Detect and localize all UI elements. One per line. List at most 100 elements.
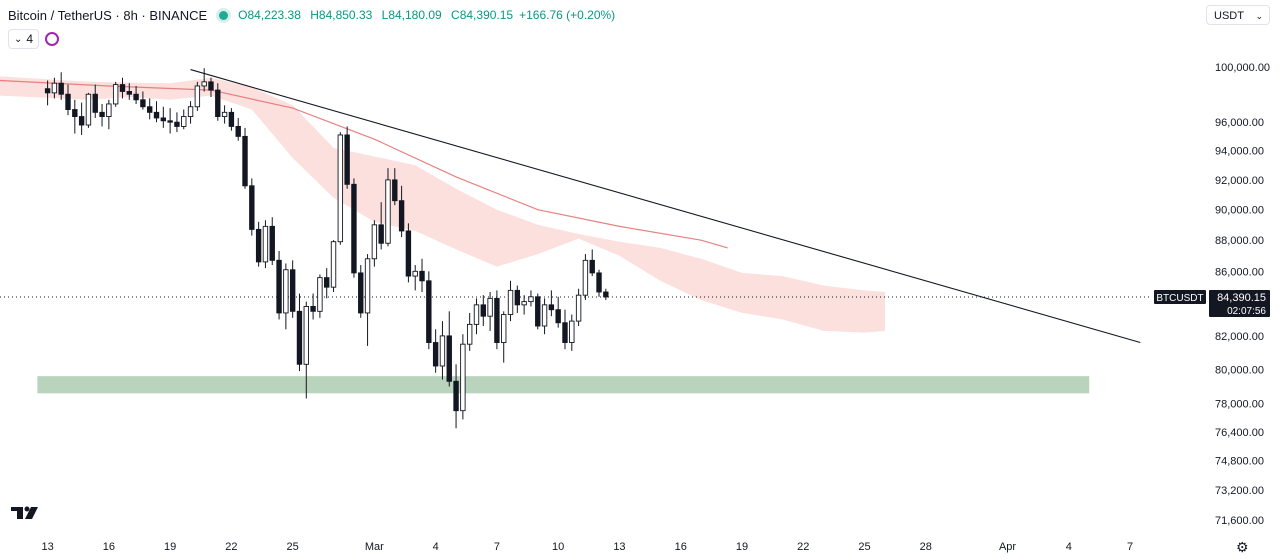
candle-body-down — [514, 289, 521, 306]
candle-body-up — [181, 116, 187, 127]
currency-selector[interactable]: USDT ⌄ — [1206, 5, 1270, 25]
candle — [453, 364, 459, 429]
candle — [242, 127, 248, 189]
symbol-title[interactable]: Bitcoin / TetherUS · 8h · BINANCE — [8, 7, 208, 23]
candle — [575, 288, 582, 327]
candle-body-down — [119, 84, 126, 92]
x-tick-label: 16 — [103, 541, 115, 553]
symbol-header[interactable]: Bitcoin / TetherUS · 8h · BINANCE O84,22… — [8, 6, 615, 24]
x-tick-label: 19 — [164, 541, 176, 553]
candle — [324, 268, 330, 299]
candle — [140, 91, 146, 110]
candle — [85, 92, 92, 128]
candle — [398, 185, 405, 238]
y-tick-label: 90,000.00 — [1215, 205, 1264, 217]
market-status-icon — [219, 10, 229, 20]
candle-body-up — [575, 294, 582, 322]
x-tick-label: 22 — [225, 541, 237, 553]
tradingview-logo-icon[interactable] — [11, 505, 41, 521]
candle — [562, 309, 568, 350]
candle — [460, 334, 466, 420]
x-tick-label: 22 — [797, 541, 809, 553]
candle — [494, 290, 500, 350]
candle-body-down — [276, 259, 282, 314]
candle — [385, 168, 391, 247]
y-tick-label: 96,000.00 — [1215, 117, 1264, 129]
candle-body-down — [324, 277, 330, 288]
x-tick-label: 13 — [613, 541, 625, 553]
candle-body-down — [596, 272, 602, 293]
candle-body-down — [249, 185, 255, 230]
settings-gear-icon[interactable]: ⚙ — [1236, 539, 1249, 555]
trendline-layer[interactable] — [190, 69, 1141, 344]
candle-body-down — [296, 310, 303, 365]
candle-body-up — [112, 84, 119, 105]
y-tick-label: 78,000.00 — [1215, 399, 1264, 411]
candle — [555, 296, 561, 328]
candle-body-down — [147, 106, 153, 113]
candle — [541, 298, 548, 335]
time-axis[interactable]: 13 16 19 22 25 Mar 4 7 10 13 16 19 22 25 28 Apr 4 7 — [41, 541, 1133, 553]
candle — [167, 108, 173, 134]
candle — [65, 84, 71, 116]
candle-body-up — [385, 179, 391, 244]
candle-body-down — [426, 280, 432, 343]
y-tick-label: 92,000.00 — [1215, 175, 1264, 187]
candle-body-up — [85, 93, 92, 126]
candle-body-up — [51, 82, 58, 94]
indicator-toggle-button[interactable]: ⌄ 4 — [8, 29, 40, 49]
candle — [262, 220, 269, 269]
candle — [344, 126, 350, 189]
y-tick-label: 74,800.00 — [1215, 455, 1264, 467]
candle-body-down — [358, 272, 364, 314]
candle-body-down — [289, 269, 296, 312]
candle-body-up — [194, 85, 201, 108]
candle-body-up — [412, 270, 418, 277]
candle — [153, 101, 160, 123]
x-tick-label: 13 — [41, 541, 53, 553]
candle — [106, 99, 112, 130]
sync-indicator-icon[interactable] — [45, 32, 60, 46]
indicator-toolbar: ⌄ 4 — [8, 29, 60, 49]
candle-body-down — [208, 81, 214, 91]
currency-label: USDT — [1214, 10, 1244, 22]
candle — [160, 106, 167, 128]
candle-body-up — [221, 111, 228, 118]
candle — [337, 132, 344, 245]
candle-body-up — [439, 335, 446, 367]
candle-body-down — [562, 322, 568, 343]
candle — [358, 265, 364, 318]
candle — [44, 80, 51, 106]
candle — [371, 220, 378, 267]
price-axis[interactable]: 100,000.00 96,000.00 94,000.00 92,000.00 90,… — [1215, 62, 1270, 527]
candle — [303, 301, 309, 399]
candle-body-up — [541, 304, 548, 327]
candle-body-down — [392, 179, 398, 202]
candle — [58, 72, 64, 100]
x-tick-label: Apr — [999, 541, 1016, 553]
candle — [548, 290, 555, 317]
candle — [133, 85, 139, 104]
y-tick-label: 86,000.00 — [1215, 266, 1264, 278]
candle-body-down — [99, 111, 105, 118]
y-tick-label: 88,000.00 — [1215, 235, 1264, 247]
candle — [235, 117, 241, 141]
candle — [392, 168, 398, 206]
candle — [289, 260, 296, 318]
candle — [119, 77, 126, 99]
candle-body-up — [501, 314, 507, 343]
candle — [317, 274, 323, 318]
candle — [215, 83, 221, 121]
open-value: O84,223.38 — [238, 8, 301, 22]
candle-body-down — [140, 99, 146, 108]
candle — [269, 217, 275, 266]
price-label-value: 84,390.15 — [1217, 292, 1266, 304]
candle-body-up — [487, 297, 493, 317]
candle-body-down — [494, 297, 500, 343]
y-tick-label: 73,200.00 — [1215, 485, 1264, 497]
x-tick-label: 4 — [433, 541, 439, 553]
candle — [589, 249, 595, 277]
candle-body-down — [92, 93, 98, 113]
descending-trendline[interactable] — [190, 69, 1141, 344]
